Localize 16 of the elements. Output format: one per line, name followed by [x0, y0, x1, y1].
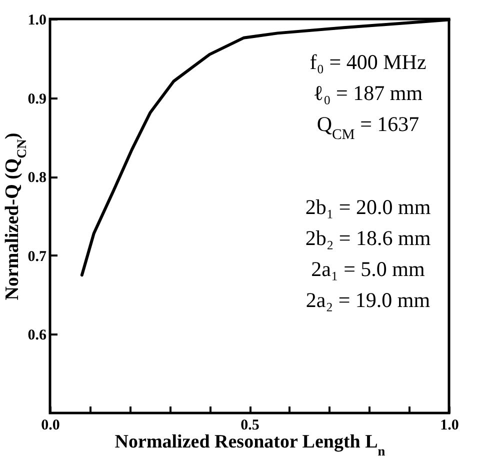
annotation: 2b₂ = 18.6 mm: [305, 226, 431, 250]
annotation: 2a₂ = 19.0 mm: [306, 288, 430, 312]
annotation: 2a₁ = 5.0 mm: [311, 257, 425, 281]
x-tick-label: 1.0: [440, 418, 459, 434]
y-tick-label: 0.9: [28, 91, 46, 108]
annotation: ℓ₀ = 187 mm: [313, 81, 423, 105]
annotation: Q$_{CM}$ = 1637: [316, 112, 420, 143]
annotation: 2b₁ = 20.0 mm: [305, 195, 431, 219]
x-axis-title: Normalized Resonator Length L$_{n}$: [114, 432, 386, 458]
y-tick-label: 0.7: [28, 248, 47, 265]
y-tick-label: 0.6: [28, 328, 47, 344]
y-tick-label: 1.0: [28, 12, 46, 28]
annotation: f₀ = 400 MHz: [310, 50, 426, 74]
y-tick-label: 0.8: [28, 170, 46, 186]
x-tick-label: 0.0: [41, 418, 60, 434]
x-tick-label: 0.5: [240, 418, 260, 434]
